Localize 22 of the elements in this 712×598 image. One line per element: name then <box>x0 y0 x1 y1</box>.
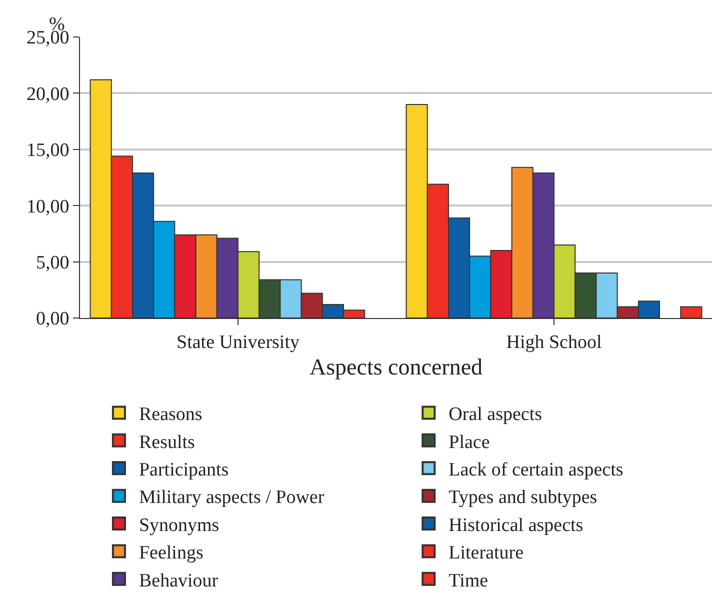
legend-label: Participants <box>138 460 229 481</box>
legend-label: Place <box>448 432 490 453</box>
legend-label: Reasons <box>138 404 202 426</box>
legend-label: Time <box>448 570 488 592</box>
y-tick-label: 20,00 <box>26 84 70 105</box>
legend-label: Results <box>138 432 195 453</box>
legend-label: Types and subtypes <box>448 487 598 508</box>
y-tick-label: 10,00 <box>26 196 70 218</box>
y-tick-label: 0,00 <box>36 308 70 330</box>
x-axis-title: Aspects concerned <box>309 354 484 380</box>
y-tick-label: 5,00 <box>36 252 70 274</box>
legend-label: Lack of certain aspects <box>448 460 624 481</box>
legend-label: Historical aspects <box>448 514 584 536</box>
legend-label: Feelings <box>138 542 204 564</box>
x-tick-label: High School <box>506 332 602 353</box>
legend-label: Behaviour <box>138 570 219 592</box>
legend-label: Oral aspects <box>448 404 542 426</box>
legend-label: Literature <box>448 542 524 564</box>
legend-label: Synonyms <box>138 514 220 536</box>
x-tick-label: State University <box>176 332 300 353</box>
legend-label: Military aspects / Power <box>138 487 325 508</box>
y-tick-label: 15,00 <box>26 140 70 162</box>
